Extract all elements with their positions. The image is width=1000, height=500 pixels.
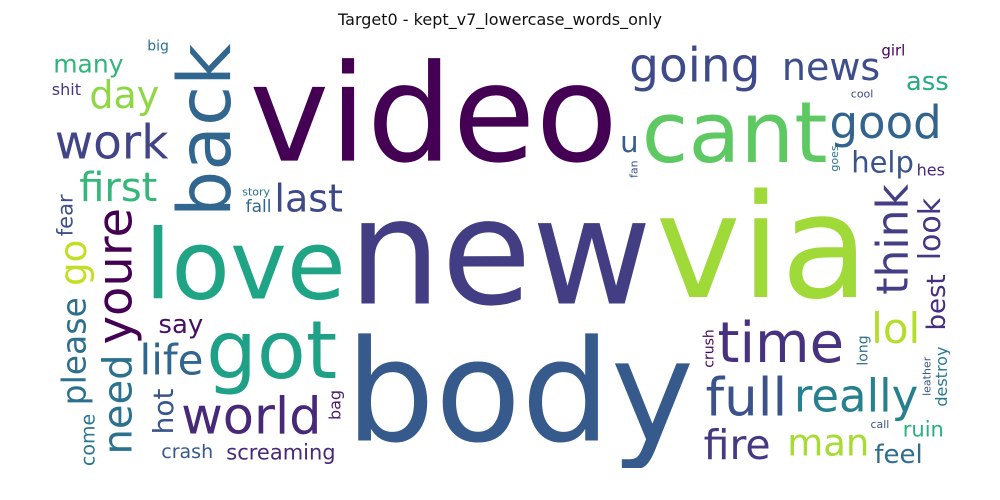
word-bag: bag (325, 390, 344, 420)
word-fan: fan (628, 160, 641, 178)
word-video: video (249, 38, 618, 193)
word-goes: goes (828, 145, 841, 171)
word-look: look (913, 197, 948, 260)
word-leather: leather (920, 356, 933, 396)
word-long: long (856, 335, 872, 365)
word-youre: youre (87, 208, 143, 344)
word-crush: crush (702, 329, 718, 368)
word-cant: cant (642, 84, 828, 183)
word-world: world (181, 387, 321, 446)
word-feel: feel (874, 440, 922, 468)
word-first: first (79, 165, 157, 211)
word-going: going (629, 39, 760, 94)
word-life: life (140, 335, 204, 384)
word-u: u (620, 125, 638, 159)
word-full: full (706, 367, 788, 428)
word-please: please (54, 297, 93, 405)
word-crash: crash (161, 441, 213, 463)
word-many: many (53, 49, 124, 78)
word-destroy: destroy (932, 347, 950, 407)
word-think: think (867, 184, 918, 295)
chart-title: Target0 - kept_v7_lowercase_words_only (338, 10, 662, 29)
word-fire: fire (704, 421, 771, 468)
word-need: need (95, 355, 141, 455)
word-really: really (794, 369, 918, 422)
word-got: got (206, 304, 337, 397)
word-fall: fall (246, 197, 272, 217)
word-lol: lol (871, 304, 920, 353)
word-shit: shit (52, 80, 81, 99)
word-screaming: screaming (226, 440, 335, 464)
word-body: body (345, 310, 694, 468)
word-ass: ass (906, 67, 949, 97)
word-say: say (158, 310, 203, 340)
word-time: time (718, 311, 845, 376)
word-go: go (52, 240, 95, 286)
word-help: help (851, 146, 914, 180)
word-work: work (55, 116, 170, 171)
word-ruin: ruin (903, 417, 944, 441)
word-news: news (782, 45, 880, 89)
word-back: back (163, 43, 248, 217)
word-hes: hes (917, 160, 945, 179)
word-best: best (922, 274, 950, 330)
word-man: man (787, 421, 869, 464)
word-come: come (78, 414, 100, 466)
word-last: last (274, 176, 343, 220)
word-new: new (348, 168, 652, 339)
word-call: call (870, 418, 889, 431)
word-big: big (147, 38, 169, 54)
word-girl: girl (881, 42, 905, 60)
word-day: day (89, 73, 159, 117)
word-cool: cool (851, 88, 874, 101)
word-via: via (656, 163, 869, 331)
word-love: love (145, 209, 346, 321)
word-good: good (829, 96, 941, 149)
word-story: story (242, 185, 270, 198)
word-fear: fear (54, 194, 78, 236)
word-hot: hot (147, 389, 180, 435)
